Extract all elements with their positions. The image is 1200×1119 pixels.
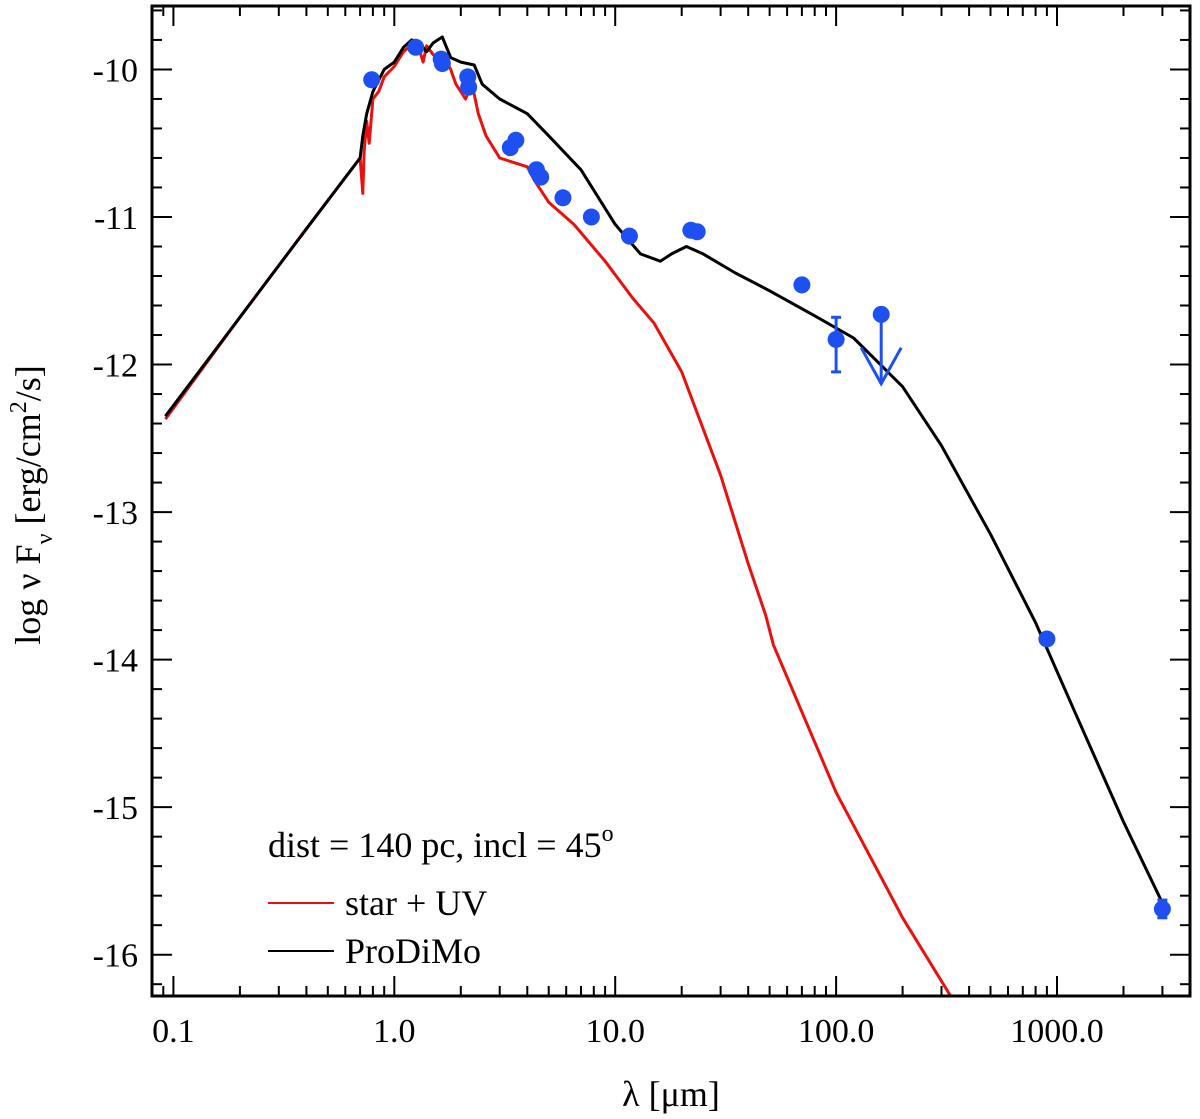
observation-point [1153,900,1171,918]
observed-photometry [363,38,1171,920]
y-axis-title-flux-subscript: ν [32,533,58,544]
x-tick-label: 1000.0 [1010,1013,1104,1050]
axis-ticks [151,6,1191,996]
y-axis-title-nu: ν [8,573,48,589]
y-tick-label: -14 [93,643,138,680]
observation-point [1038,630,1056,648]
observation-point [363,71,381,89]
observation-point [532,168,550,186]
observation-point [407,38,425,56]
legend-label-prodimo: ProDiMo [345,931,481,971]
series-prodimo [164,35,1164,904]
observation-point [793,276,811,294]
series-star-uv [164,42,952,996]
x-tick-labels: 0.1 1.0 10.0 100.0 1000.0 [152,1013,1104,1050]
y-axis-title-units-superscript: 2 [6,401,32,413]
observation-point [460,78,478,96]
x-axis-title: λ [μm] [622,1074,720,1114]
y-tick-label: -13 [93,495,138,532]
y-tick-label: -15 [93,790,138,827]
observation-point [620,227,638,245]
plot-frame [150,4,1192,998]
observation-point [872,305,890,323]
observation-point [582,208,600,226]
y-tick-label: -16 [93,938,138,975]
y-tick-label: -11 [94,200,138,237]
y-tick-label: -10 [93,52,138,89]
upper-limit-arrowhead [859,346,903,387]
legend: star + UV ProDiMo [268,883,487,971]
y-tick-labels: -10 -11 -12 -13 -14 -15 -16 [93,52,138,974]
y-axis-title-units: [erg/cm [8,413,48,533]
legend-label-star-uv: star + UV [345,883,487,923]
observation-point [433,55,451,73]
observation-point [688,223,706,241]
x-tick-label: 10.0 [585,1013,645,1050]
y-axis-title-units-end: /s] [8,365,48,401]
y-axis-title-flux: F [8,544,48,573]
x-tick-label: 1.0 [373,1013,416,1050]
y-tick-label: -12 [93,348,138,385]
x-tick-label: 0.1 [152,1013,195,1050]
y-axis-title: log ν Fν [erg/cm2/s] [6,365,58,644]
annotation-dist-incl: dist = 140 pc, incl = 45o [268,821,614,865]
y-axis-title-prefix: log [8,590,48,645]
observation-point [507,131,525,149]
observation-point [827,330,845,348]
x-tick-label: 100.0 [798,1013,875,1050]
annotation-degree-superscript: o [602,821,614,847]
observation-point [554,189,572,207]
annotation-text: dist = 140 pc, incl = 45 [268,825,602,865]
